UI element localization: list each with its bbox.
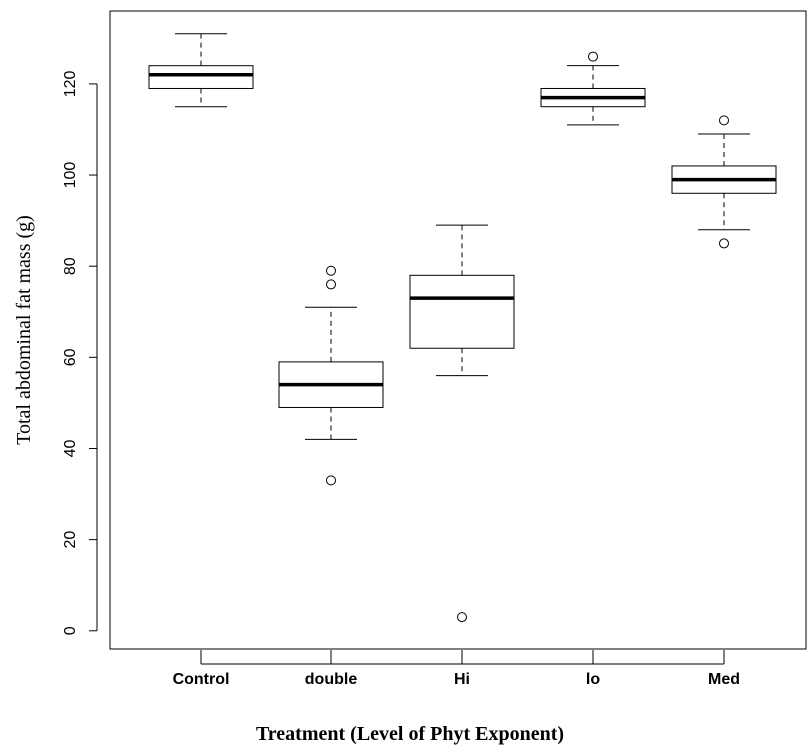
outlier-point	[719, 115, 729, 126]
iqr-box	[148, 65, 254, 89]
y-tick-label: 80	[62, 257, 79, 275]
y-tick-label: 60	[62, 348, 79, 366]
x-tick-label: Med	[708, 671, 740, 688]
x-axis: Control double Hi lo Med	[173, 650, 740, 688]
outlier-point	[326, 265, 336, 276]
box-hi	[409, 224, 515, 623]
y-axis-title: Total abdominal fat mass (g)	[13, 215, 35, 445]
box-lo	[540, 51, 646, 126]
y-tick-label: 100	[62, 162, 79, 189]
iqr-box	[409, 274, 515, 349]
y-tick-label: 40	[62, 439, 79, 457]
y-axis: 0 20 40 60 80 100 120	[62, 70, 98, 635]
x-tick-label: Control	[173, 671, 230, 688]
y-tick-label: 0	[62, 626, 79, 635]
plot-frame	[109, 10, 807, 650]
x-axis-title: Treatment (Level of Phyt Exponent)	[256, 723, 564, 745]
box-control	[148, 33, 254, 108]
outlier-point	[326, 475, 336, 486]
outlier-point	[719, 238, 729, 249]
box-double	[278, 265, 384, 486]
x-tick-label: Hi	[454, 671, 470, 688]
box-med	[671, 115, 777, 249]
x-tick-label: lo	[586, 671, 600, 688]
boxes	[148, 33, 777, 623]
y-tick-label: 120	[62, 70, 79, 97]
x-tick-label: double	[305, 671, 358, 688]
outlier-point	[326, 279, 336, 290]
y-tick-label: 20	[62, 531, 79, 549]
outlier-point	[457, 612, 467, 623]
outlier-point	[588, 51, 598, 62]
